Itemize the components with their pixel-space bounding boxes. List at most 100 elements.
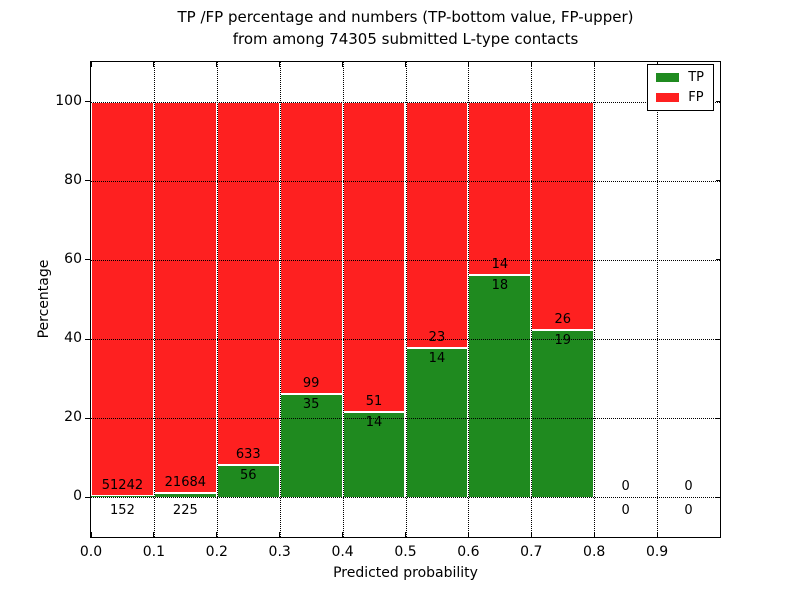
- gridline-x: [405, 62, 407, 537]
- x-tick-mark: [90, 532, 92, 537]
- y-tick-mark: [85, 338, 91, 340]
- legend-item-tp: TP: [656, 71, 704, 84]
- x-tick-label: 0.8: [583, 544, 606, 560]
- fp-count-label: 51242: [101, 478, 144, 494]
- tp-bar-segment: [91, 496, 154, 498]
- x-tick-mark-top: [405, 62, 406, 67]
- x-tick-mark-top: [90, 62, 92, 67]
- gridline-x: [468, 62, 470, 537]
- y-tick-mark-right: [716, 496, 720, 498]
- tp-count-label: 14: [365, 415, 383, 431]
- x-tick-mark-top: [216, 62, 218, 67]
- x-tick-mark-top: [593, 62, 595, 67]
- legend-item-fp: FP: [656, 91, 704, 104]
- y-tick-mark-right: [716, 338, 720, 340]
- chart-title-line2: from among 74305 submitted L-type contac…: [232, 30, 579, 48]
- gridline-x: [279, 62, 281, 537]
- y-tick-mark: [85, 496, 91, 498]
- x-tick-mark-top: [530, 62, 532, 67]
- gridline-x: [657, 62, 659, 537]
- x-tick-mark: [405, 532, 406, 537]
- gridline-x: [153, 62, 155, 537]
- x-tick-mark: [467, 532, 469, 537]
- tp-count-label: 225: [172, 503, 198, 519]
- y-tick-mark-right: [716, 180, 720, 182]
- fp-bar-segment: [216, 101, 280, 466]
- x-tick-label: 0.2: [205, 544, 228, 560]
- y-tick-mark: [85, 259, 91, 261]
- x-tick-label: 0.6: [457, 544, 480, 560]
- tp-bar-segment: [216, 465, 280, 498]
- tp-bar-segment: [468, 274, 532, 498]
- tp-bar-segment: [279, 394, 343, 498]
- x-tick-mark-top: [342, 62, 344, 67]
- x-tick-label: 0.7: [520, 544, 543, 560]
- x-tick-mark: [216, 532, 218, 537]
- y-tick-label: 0: [73, 488, 82, 505]
- tp-count-label: 152: [110, 503, 135, 519]
- tp-bar-segment: [342, 412, 406, 498]
- fp-bar-segment: [279, 101, 343, 395]
- x-tick-mark-top: [467, 62, 469, 67]
- fp-count-label: 0: [621, 479, 630, 495]
- y-tick-mark-right: [716, 101, 720, 103]
- x-tick-label: 0.1: [142, 544, 166, 560]
- legend: TP FP: [647, 64, 714, 111]
- x-tick-mark: [656, 532, 658, 537]
- y-axis-label: Percentage: [36, 259, 52, 339]
- tp-count-label: 35: [302, 397, 320, 413]
- tp-count-label: 14: [428, 350, 446, 366]
- gridline-x: [531, 62, 533, 537]
- x-axis-label: Predicted probability: [333, 565, 478, 581]
- fp-bar-segment: [405, 101, 469, 348]
- fp-count-label: 0: [684, 479, 693, 495]
- x-tick-mark: [153, 532, 155, 537]
- fp-count-label: 51: [365, 394, 383, 410]
- tp-bar-segment: [405, 347, 469, 498]
- fp-bar-segment: [531, 101, 595, 331]
- x-tick-label: 0.0: [79, 544, 103, 560]
- tp-count-label: 18: [491, 277, 509, 293]
- y-tick-mark: [85, 417, 91, 419]
- y-tick-label: 80: [64, 171, 82, 188]
- tp-legend-label: TP: [688, 70, 704, 85]
- fp-bar-segment: [468, 101, 532, 275]
- y-tick-label: 100: [55, 92, 82, 109]
- plot-area: TP FP 0.0 0.1 0.2 0.3 0.4 0.5 0.6 0.7 0.8 0.9 0 20 4…: [55, 61, 721, 560]
- x-tick-mark-top: [153, 62, 155, 67]
- fp-count-label: 99: [302, 376, 320, 392]
- y-tick-label: 60: [64, 250, 82, 267]
- x-tick-label: 0.4: [331, 544, 354, 560]
- tp-legend-swatch: [656, 73, 680, 82]
- chart-title-line1: TP /FP percentage and numbers (TP-bottom…: [177, 8, 634, 26]
- fp-bar-segment: [153, 101, 217, 494]
- y-tick-mark-right: [716, 417, 720, 419]
- tp-count-label: 0: [684, 503, 693, 519]
- y-tick-label: 20: [64, 409, 82, 426]
- chart-title: TP /FP percentage and numbers (TP-bottom…: [91, 6, 720, 50]
- fp-legend-swatch: [656, 93, 680, 102]
- fp-count-label: 21684: [164, 475, 207, 491]
- y-tick-mark: [85, 101, 91, 103]
- y-tick-label: 40: [64, 330, 82, 347]
- fp-count-label: 26: [554, 312, 572, 328]
- x-tick-label: 0.9: [645, 544, 669, 560]
- tp-count-label: 0: [621, 503, 630, 519]
- fp-bar-segment: [342, 101, 406, 413]
- y-tick-mark: [85, 180, 91, 182]
- tp-count-label: 19: [554, 333, 572, 349]
- x-tick-mark-top: [279, 62, 281, 67]
- fp-count-label: 14: [491, 256, 509, 272]
- x-tick-mark: [279, 532, 281, 537]
- tp-bar-segment: [531, 330, 595, 498]
- fp-count-label: 23: [428, 329, 446, 345]
- gridline-x: [342, 62, 344, 537]
- fp-bar-segment: [91, 101, 154, 497]
- fp-count-label: 633: [235, 447, 261, 463]
- x-tick-label: 0.5: [394, 544, 417, 560]
- y-tick-mark-right: [716, 259, 720, 261]
- gridline-x: [216, 62, 218, 537]
- fp-legend-label: FP: [688, 90, 704, 105]
- x-tick-mark: [342, 532, 344, 537]
